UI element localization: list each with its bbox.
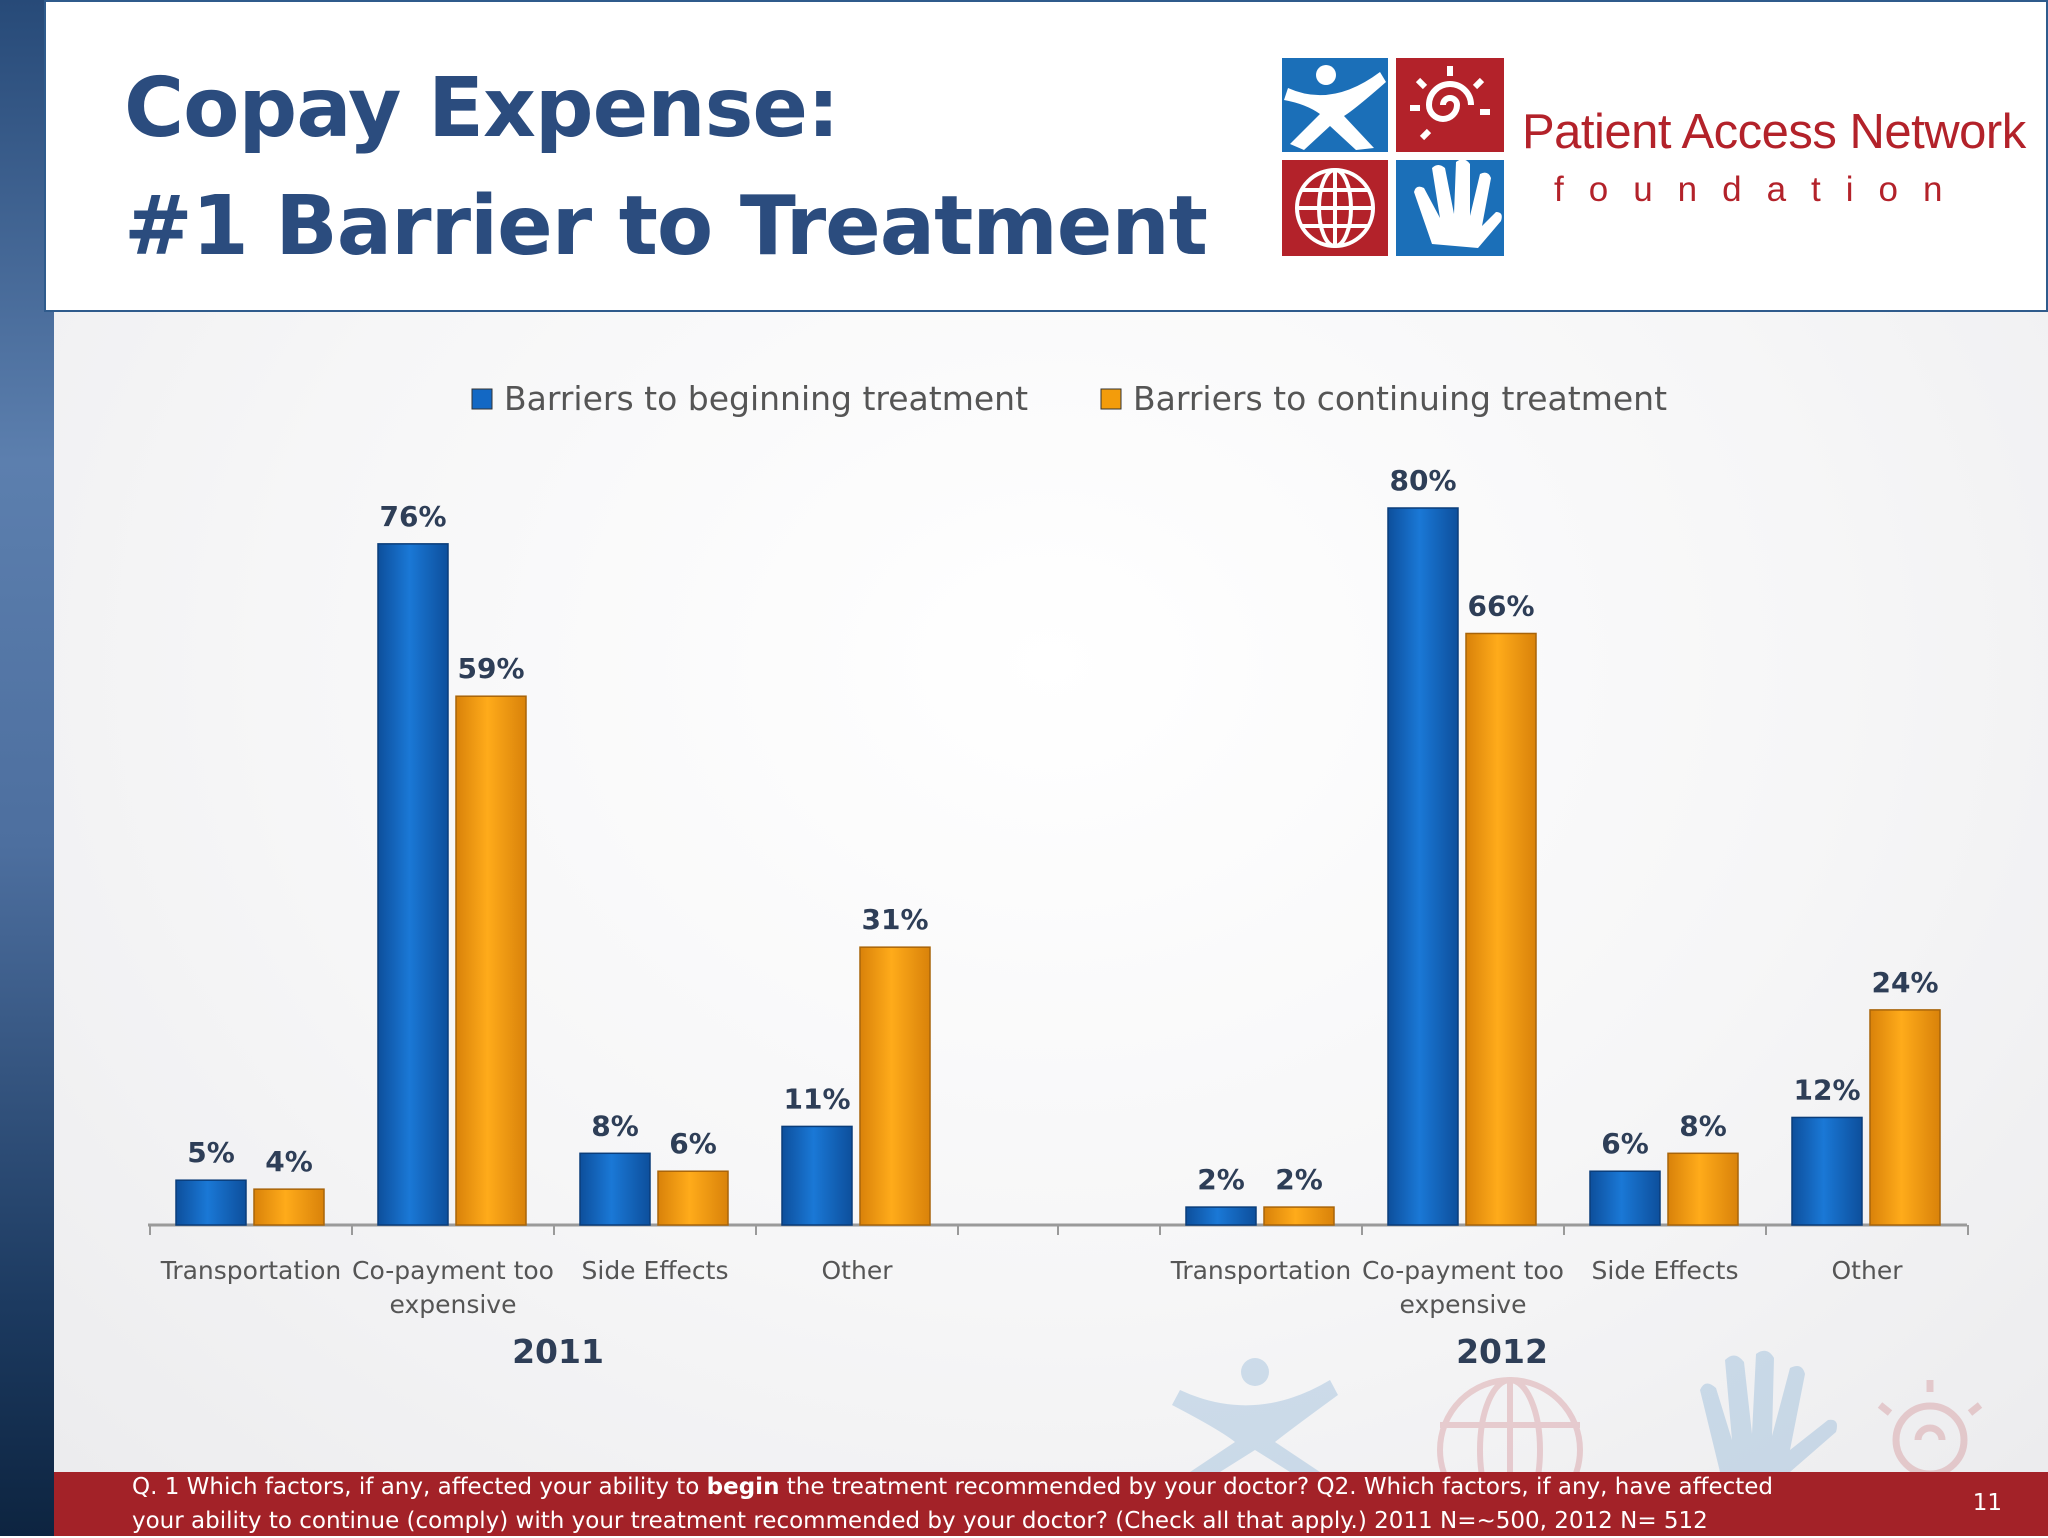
- hand-icon: [1414, 159, 1502, 248]
- data-label-2012-co-payment-too-expensive-barriers-to-continuing-treatment: 66%: [1467, 589, 1534, 622]
- footer-note: Q. 1 Which factors, if any, affected you…: [54, 1472, 2048, 1536]
- chart-legend: Barriers to beginning treatment Barriers …: [471, 379, 1667, 418]
- bar-2012-co-payment-too-expensive-barriers-to-beginning-treatment: [1387, 507, 1459, 1226]
- data-label-2012-other-barriers-to-beginning-treatment: 12%: [1793, 1073, 1860, 1106]
- category-label-2011-other: Other: [822, 1256, 894, 1285]
- category-label-2012-other: Other: [1832, 1256, 1904, 1285]
- data-label-2012-side-effects-barriers-to-continuing-treatment: 8%: [1679, 1109, 1727, 1142]
- logo-subtitle: foundation: [1554, 170, 1968, 209]
- data-label-2012-transportation-barriers-to-continuing-treatment: 2%: [1275, 1163, 1323, 1196]
- bar-2012-side-effects-barriers-to-beginning-treatment: [1589, 1170, 1661, 1226]
- bar-2011-transportation-barriers-to-beginning-treatment: [175, 1179, 247, 1226]
- footer-line-1-bold: begin: [706, 1474, 780, 1500]
- survey-question-text: Q. 1 Which factors, if any, affected you…: [132, 1470, 1852, 1538]
- legend-swatch-barriers-to-beginning-treatment: [471, 388, 493, 410]
- bar-2011-side-effects-barriers-to-beginning-treatment: [579, 1152, 651, 1226]
- legend-label-barriers-to-continuing-treatment: Barriers to continuing treatment: [1133, 379, 1667, 418]
- labels: 5% 4% Transportation 76% 59% Co-payment too ex…: [160, 464, 1939, 1371]
- category-label-2011-co-payment-too-expensive: Co-payment too expensive: [352, 1256, 554, 1319]
- bar-2011-co-payment-too-expensive-barriers-to-continuing-treatment: [455, 695, 527, 1226]
- bars: [175, 507, 1941, 1226]
- logo-watermark: [1172, 1350, 1983, 1472]
- data-label-2011-other-barriers-to-continuing-treatment: 31%: [861, 903, 928, 936]
- data-label-2011-side-effects-barriers-to-continuing-treatment: 6%: [669, 1127, 717, 1160]
- group-label-2011: 2011: [512, 1332, 604, 1371]
- bar-2012-co-payment-too-expensive-barriers-to-continuing-treatment: [1465, 632, 1537, 1226]
- bar-2012-transportation-barriers-to-beginning-treatment: [1185, 1206, 1257, 1226]
- data-label-2011-transportation-barriers-to-beginning-treatment: 5%: [187, 1136, 235, 1169]
- bar-2011-other-barriers-to-beginning-treatment: [781, 1125, 853, 1226]
- title-line-2: #1 Barrier to Treatment: [124, 179, 1208, 274]
- footer-line-1: Q. 1 Which factors, if any, affected you…: [132, 1470, 1852, 1504]
- data-label-2012-side-effects-barriers-to-beginning-treatment: 6%: [1601, 1127, 1649, 1160]
- hand-icon: [1700, 1350, 1837, 1472]
- data-label-2012-other-barriers-to-continuing-treatment: 24%: [1871, 966, 1938, 999]
- data-label-2012-co-payment-too-expensive-barriers-to-beginning-treatment: 80%: [1389, 464, 1456, 497]
- footer-line-2: your ability to continue (comply) with y…: [132, 1508, 1708, 1534]
- globe-icon: [1295, 168, 1375, 248]
- slide-header: [44, 0, 2048, 312]
- page-number: 11: [1972, 1490, 2002, 1516]
- footer-line-1-start: Q. 1 Which factors, if any, affected you…: [132, 1474, 707, 1500]
- data-label-2011-side-effects-barriers-to-beginning-treatment: 8%: [591, 1109, 639, 1142]
- legend-label-barriers-to-beginning-treatment: Barriers to beginning treatment: [504, 379, 1028, 418]
- category-label-2012-co-payment-too-expensive: Co-payment too expensive: [1362, 1256, 1564, 1319]
- pan-foundation-logo: [1282, 58, 1504, 256]
- bar-2012-other-barriers-to-beginning-treatment: [1791, 1116, 1863, 1226]
- bar-2012-side-effects-barriers-to-continuing-treatment: [1667, 1152, 1739, 1226]
- bar-2012-other-barriers-to-continuing-treatment: [1869, 1009, 1941, 1226]
- data-label-2011-other-barriers-to-beginning-treatment: 11%: [783, 1082, 850, 1115]
- data-label-2012-transportation-barriers-to-beginning-treatment: 2%: [1197, 1163, 1245, 1196]
- category-label-2011-side-effects: Side Effects: [582, 1256, 729, 1285]
- bar-2011-co-payment-too-expensive-barriers-to-beginning-treatment: [377, 543, 449, 1226]
- person-icon: [1172, 1358, 1338, 1472]
- bar-2012-transportation-barriers-to-continuing-treatment: [1263, 1206, 1335, 1226]
- data-label-2011-transportation-barriers-to-continuing-treatment: 4%: [265, 1145, 313, 1178]
- category-label-2011-transportation: Transportation: [160, 1256, 342, 1285]
- footer-line-1-end: the treatment recommended by your doctor…: [779, 1474, 1774, 1500]
- bar-2011-transportation-barriers-to-continuing-treatment: [253, 1188, 325, 1226]
- bar-2011-other-barriers-to-continuing-treatment: [859, 946, 931, 1226]
- logo-name: Patient Access Network: [1522, 105, 2026, 159]
- slide-title: Copay Expense: #1 Barrier to Treatment: [124, 50, 1208, 286]
- x-axis: [148, 1223, 1969, 1235]
- category-label-2012-transportation: Transportation: [1170, 1256, 1352, 1285]
- title-line-1: Copay Expense:: [124, 61, 840, 156]
- category-label-2012-side-effects: Side Effects: [1592, 1256, 1739, 1285]
- legend-swatch-barriers-to-continuing-treatment: [1100, 388, 1122, 410]
- bar-2011-side-effects-barriers-to-continuing-treatment: [657, 1170, 729, 1226]
- sun-icon: [1877, 1380, 1983, 1472]
- data-label-2011-co-payment-too-expensive-barriers-to-beginning-treatment: 76%: [379, 500, 446, 533]
- sun-icon: [1410, 66, 1490, 141]
- globe-icon: [1437, 1377, 1583, 1472]
- person-icon: [1284, 65, 1386, 150]
- group-label-2012: 2012: [1456, 1332, 1548, 1371]
- data-label-2011-co-payment-too-expensive-barriers-to-continuing-treatment: 59%: [457, 652, 524, 685]
